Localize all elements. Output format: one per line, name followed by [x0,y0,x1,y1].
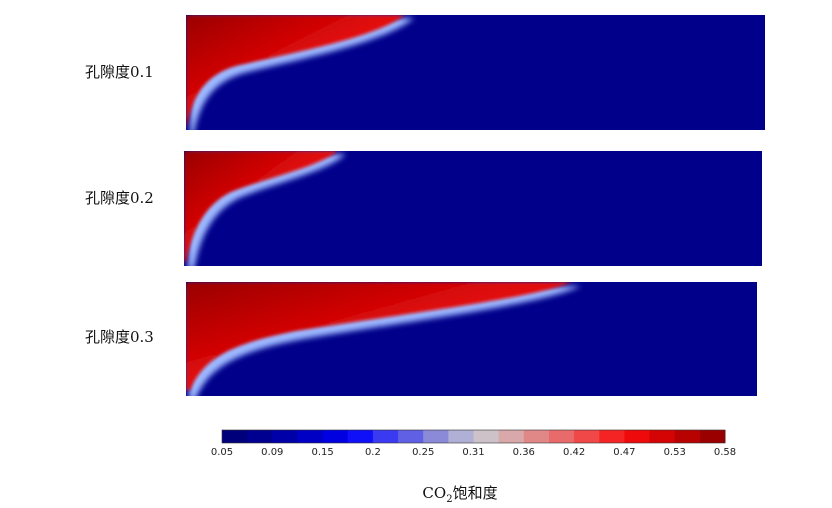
colorbar-tick-label: 0.2 [365,447,381,458]
colorbar-tick-label: 0.36 [513,447,535,458]
panel-label: 孔隙度0.3 [85,328,154,346]
colorbar-tick-label: 0.05 [211,447,233,458]
colorbar-segment [322,430,349,443]
colorbar-segment [498,430,525,443]
colorbar-segment [448,430,474,443]
panel-1 [186,15,765,130]
panel-label: 孔隙度0.1 [85,63,154,81]
colorbar-tick-label: 0.47 [613,447,635,458]
colorbar-tick-label: 0.15 [311,447,333,458]
panel-3 [186,282,757,396]
colorbar-segment [423,430,449,443]
colorbar-label-sub: 2 [446,494,452,505]
colorbar-segment [523,430,550,443]
colorbar-segment [674,430,701,443]
colorbar: 0.05 0.09 0.15 0.2 0.25 0.31 0.36 0.42 0.47 0.53 0… [211,429,736,458]
colorbar-tick-label: 0.09 [261,447,283,458]
panel-label: 孔隙度0.2 [85,189,154,207]
colorbar-segment [473,430,500,443]
colorbar-label-main: CO [422,484,446,502]
panel-2 [184,151,762,266]
colorbar-segment [398,430,424,443]
colorbar-tick-label: 0.53 [664,447,686,458]
colorbar-tick-label: 0.42 [563,447,585,458]
colorbar-tick-label: 0.25 [412,447,434,458]
colorbar-tick-label: 0.31 [462,447,484,458]
colorbar-tick-label: 0.58 [714,447,736,458]
colorbar-segment [649,430,676,443]
colorbar-segment [297,430,324,443]
colorbar-segment [222,430,248,443]
colorbar-segment [599,430,625,443]
colorbar-segment [272,430,298,443]
colorbar-segment [699,430,726,443]
colorbar-label-tail: 饱和度 [453,484,498,502]
colorbar-label: CO2饱和度 [422,484,497,505]
colorbar-segment [624,430,651,443]
colorbar-segment [247,430,273,443]
colorbar-segment [372,430,399,443]
colorbar-segment [574,430,600,443]
colorbar-segment [347,430,374,443]
colorbar-frame [221,429,726,444]
colorbar-segment [548,430,575,443]
